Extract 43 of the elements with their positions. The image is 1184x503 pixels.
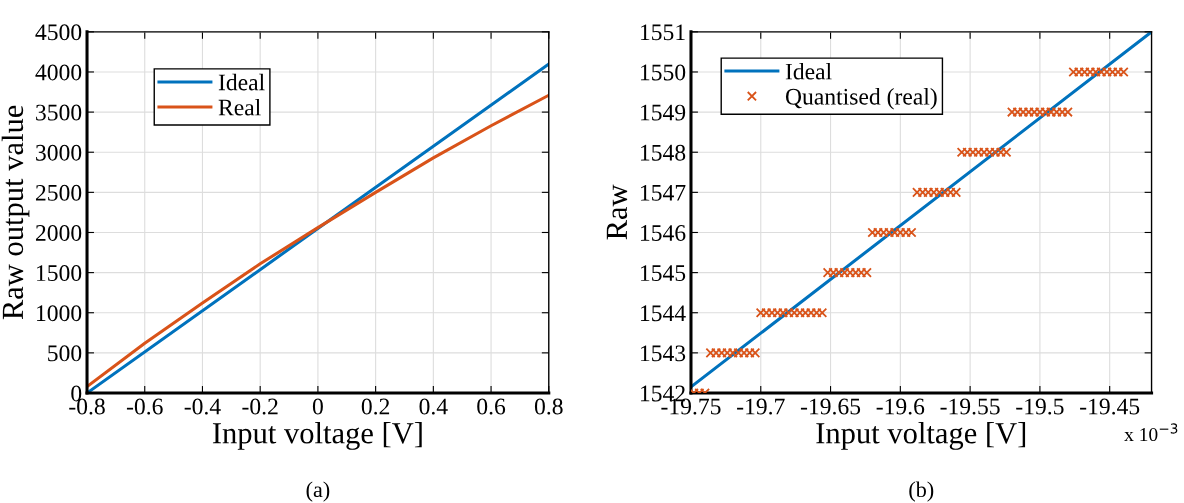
legend-label: Ideal bbox=[218, 73, 265, 91]
y-tick-label: 3000 bbox=[36, 144, 82, 161]
x-axis-title: Input voltage [V] bbox=[816, 422, 1026, 450]
y-tick-label: 4500 bbox=[35, 24, 82, 41]
y-tick-label: 1548 bbox=[640, 144, 686, 161]
x-tick-label: -19.6 bbox=[876, 398, 925, 415]
legend-label: Real bbox=[218, 98, 261, 116]
x-tick-label: -0.4 bbox=[184, 398, 221, 415]
y-tick-label: 1543 bbox=[640, 345, 686, 362]
y-tick-label: 1549 bbox=[640, 104, 686, 121]
y-tick-label: 1546 bbox=[640, 225, 686, 241]
y-tick-label: 2000 bbox=[35, 224, 82, 241]
x-tick-label: -19.45 bbox=[1080, 398, 1140, 415]
text: (b) bbox=[909, 481, 934, 502]
y-tick-label: 500 bbox=[48, 345, 82, 362]
y-axis-title: Raw bbox=[606, 184, 628, 240]
x-tick-label: -0.2 bbox=[242, 398, 278, 415]
text: x 10$^{−3}$ bbox=[1124, 423, 1178, 442]
y-tick-label: 1550 bbox=[640, 64, 686, 81]
y-tick-label: 1000 bbox=[37, 305, 82, 322]
y-tick-label: 1547 bbox=[640, 184, 686, 201]
y-tick-label: 1551 bbox=[640, 24, 685, 41]
x-tick-label: -19.7 bbox=[737, 398, 785, 415]
legend-label: Quantised (real) bbox=[785, 88, 937, 110]
x-tick-label: -19.5 bbox=[1016, 398, 1064, 415]
y-axis-title: Raw output value bbox=[1, 105, 30, 320]
y-tick-label: 1500 bbox=[37, 265, 82, 282]
y-tick-label: 4000 bbox=[35, 64, 82, 81]
text: (a) bbox=[306, 481, 330, 502]
x-tick-label: -0.6 bbox=[126, 398, 163, 415]
x-tick-label: 0 bbox=[312, 398, 323, 415]
y-tick-label: 3500 bbox=[36, 104, 82, 121]
x-tick-label: 0.4 bbox=[419, 398, 448, 415]
x-tick-label: -19.65 bbox=[800, 398, 861, 415]
x-tick-label: 0.6 bbox=[477, 398, 506, 415]
x-axis-title: Input voltage [V] bbox=[212, 422, 422, 450]
y-tick-label: 1545 bbox=[640, 265, 686, 282]
x-tick-label: 0.2 bbox=[361, 398, 390, 415]
y-tick-label: 1544 bbox=[640, 305, 686, 322]
y-tick-label: 2500 bbox=[35, 184, 82, 201]
x-tick-label: 0.8 bbox=[534, 398, 563, 415]
legend-label: Ideal bbox=[785, 62, 832, 80]
x-tick-label: -19.55 bbox=[940, 398, 1000, 415]
